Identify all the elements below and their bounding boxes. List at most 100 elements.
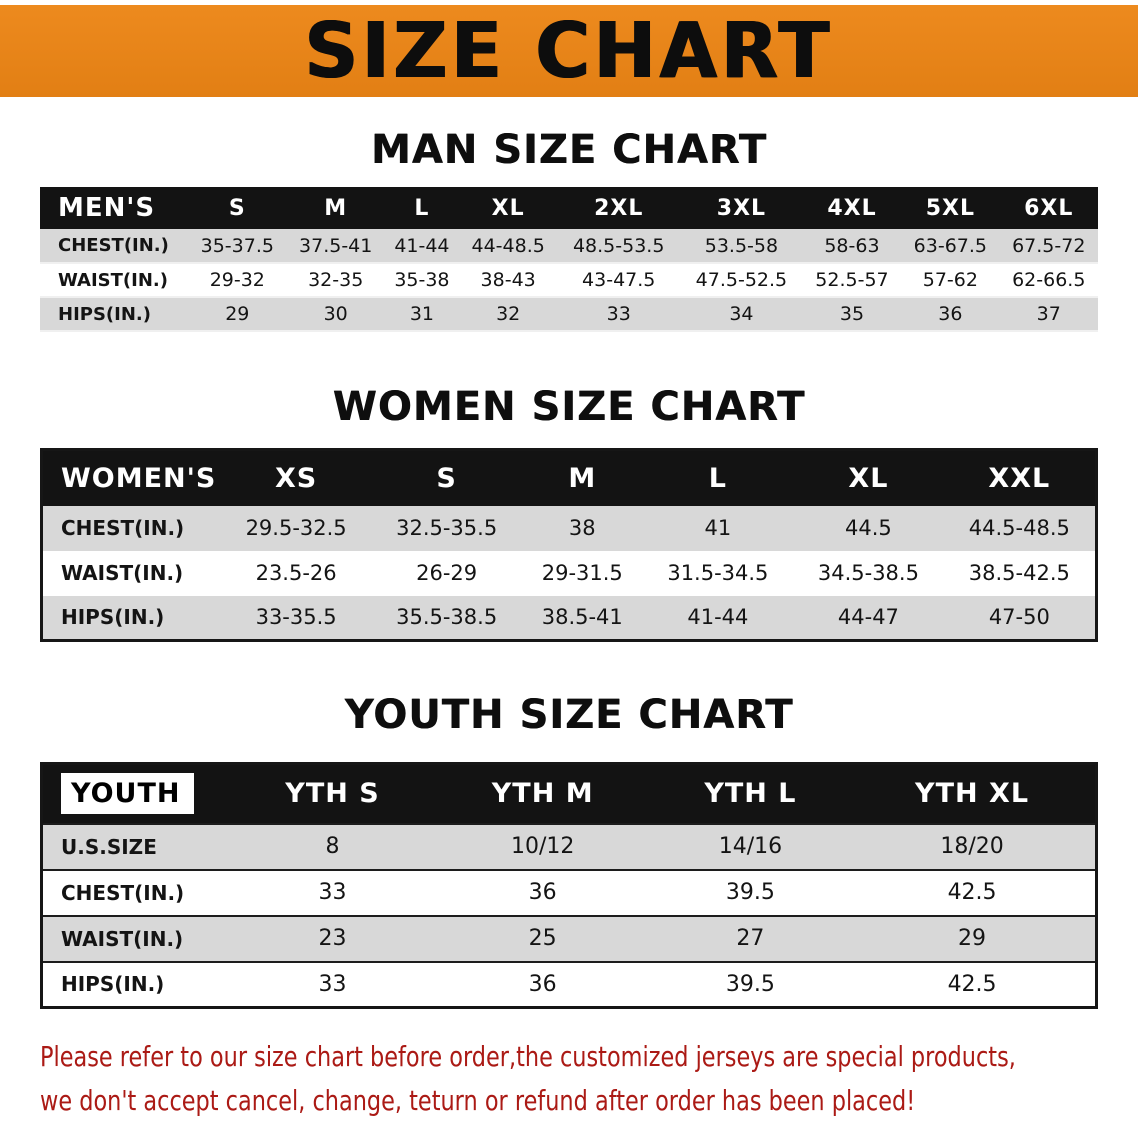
measure-value-cell: 47.5-52.5 [695,269,788,291]
measure-value-cell: 32-35 [308,269,364,291]
measure-row: HIPS(IN.) 33 36 39.5 42.5 [41,961,1097,1008]
measure-value-cell: 33 [606,303,631,325]
measure-value-cell: 29 [958,926,987,951]
measure-value-cell: 39.5 [725,880,775,905]
measure-value-cell: 29-31.5 [541,561,623,585]
measure-value-cell: 57-62 [922,269,978,291]
youth-table-wrap: YOUTH YTH S YTH M YTH L YTH XL U.S.SIZE 8 10/12… [0,762,1138,1009]
disclaimer-line-1: Please refer to our size chart before or… [40,1040,1016,1073]
measure-value-cell: 25 [528,926,557,951]
measure-value-cell: 23.5-26 [255,561,337,585]
measure-row: CHEST(IN.) 33 36 39.5 42.5 [41,869,1097,916]
measure-value-cell: 10/12 [510,834,575,859]
measure-value-cell: 41-44 [687,605,749,630]
measure-row: CHEST(IN.) 35-37.5 37.5-41 41-44 44-48.5 48.5… [40,229,1098,263]
size-header-cell: 4XL [827,195,877,221]
measure-value-cell: 36 [938,303,963,325]
table-header: WOMEN'S XS S M L XL XXL [41,449,1097,506]
measure-value-cell: 42.5 [947,971,997,997]
size-header-cell: XL [848,462,889,494]
measure-row: HIPS(IN.) 33-35.5 35.5-38.5 38.5-41 41-44 44-… [41,595,1097,641]
size-header-cell: S [228,195,246,221]
measure-value-cell: 31 [409,303,435,325]
measure-value-cell: 63-67.5 [913,234,988,257]
table-body: U.S.SIZE 8 10/12 14/16 18/20 CHEST(IN.) 33 36 39… [41,823,1097,1008]
measure-row: WAIST(IN.) 29-32 32-35 35-38 38-43 43-47.5 47.… [40,263,1098,297]
measure-value-cell: 44-47 [837,605,899,630]
measure-value-cell: 44-48.5 [471,234,545,257]
measure-value-cell: 48.5-53.5 [572,234,665,257]
size-header-cell: XS [274,462,318,494]
measure-value-cell: 35-37.5 [200,234,274,257]
youth-section-heading: YOUTH SIZE CHART [344,692,794,738]
women-table-wrap: WOMEN'S XS S M L XL XXL CHEST(IN.) 29.5-32.5 32.5… [0,448,1138,642]
size-header-row: MEN'S S M L XL 2XL 3XL 4XL 5XL 6XL [40,187,1098,229]
size-header-cell: M [324,195,348,221]
measure-value-cell: 38-43 [480,269,536,291]
measure-label-cell: HIPS(IN.) [61,972,165,997]
size-header-cell: YTH S [285,778,380,810]
measure-label-cell: U.S.SIZE [61,834,157,859]
table-title-cell: WOMEN'S [42,450,221,506]
youth-section: YOUTH SIZE CHART YOUTH YTH S YTH M YTH L YTH… [0,692,1138,1009]
measure-value-cell: 58-63 [824,234,880,257]
table-title-cell: YOUTH [42,764,232,824]
measure-value-cell: 38.5-41 [541,605,623,630]
measure-value-cell: 41-44 [394,234,450,257]
measure-label-cell: CHEST(IN.) [61,880,185,905]
measure-value-cell: 34 [729,303,754,325]
size-header-row: WOMEN'S XS S M L XL XXL [41,449,1097,506]
measure-label-cell: HIPS(IN.) [61,605,165,630]
measure-value-cell: 62-66.5 [1012,269,1086,291]
measure-value-cell: 30 [323,303,348,325]
measure-value-cell: 18/20 [940,834,1004,859]
measure-value-cell: 37 [1036,303,1061,325]
measure-value-cell: 29.5-32.5 [245,516,347,540]
measure-value-cell: 35-38 [394,269,450,291]
measure-value-cell: 34.5-38.5 [817,561,919,585]
measure-label-cell: WAIST(IN.) [61,561,184,585]
measure-value-cell: 67.5-72 [1012,234,1086,257]
measure-value-cell: 14/16 [718,834,783,859]
measure-value-cell: 43-47.5 [582,269,656,291]
measure-value-cell: 38 [568,516,596,540]
size-header-cell: YTH XL [915,778,1030,810]
men-section: MAN SIZE CHART MEN'S S M L XL 2XL 3XL 4XL 5XL 6XL… [0,127,1138,332]
measure-value-cell: 23 [318,926,347,951]
disclaimer-line-2: we don't accept cancel, change, teturn o… [40,1084,916,1117]
measure-value-cell: 29-32 [209,269,265,291]
disclaimer: Please refer to our size chart before or… [40,1035,1138,1123]
table-body: CHEST(IN.) 35-37.5 37.5-41 41-44 44-48.5 48.5… [40,229,1098,331]
women-size-table: WOMEN'S XS S M L XL XXL CHEST(IN.) 29.5-32.5 32.5… [40,448,1098,642]
measure-value-cell: 27 [736,926,765,951]
measure-value-cell: 38.5-42.5 [968,561,1070,585]
measure-value-cell: 44.5 [845,516,892,540]
measure-label-cell: WAIST(IN.) [61,926,184,951]
size-header-cell: L [708,462,727,494]
measure-value-cell: 41 [704,516,732,540]
measure-row: HIPS(IN.) 29 30 31 32 33 34 35 36 37 [40,297,1098,331]
measure-value-cell: 36 [528,971,557,997]
measure-value-cell: 32 [496,303,521,325]
measure-value-cell: 33 [318,880,347,905]
measure-value-cell: 33 [318,971,347,997]
measure-value-cell: 39.5 [725,971,775,997]
size-header-cell: 2XL [594,195,644,221]
measure-row: U.S.SIZE 8 10/12 14/16 18/20 [41,823,1097,870]
measure-value-cell: 35 [839,303,865,325]
size-header-row: YOUTH YTH S YTH M YTH L YTH XL [41,763,1097,824]
measure-value-cell: 31.5-34.5 [667,561,769,585]
size-header-cell: S [436,462,457,494]
table-header: MEN'S S M L XL 2XL 3XL 4XL 5XL 6XL [40,187,1098,229]
youth-size-table: YOUTH YTH S YTH M YTH L YTH XL U.S.SIZE 8 10/12… [40,762,1098,1009]
measure-value-cell: 52.5-57 [815,269,889,291]
women-section: WOMEN SIZE CHART WOMEN'S XS S M L XL XXL CHEST(… [0,384,1138,642]
size-header-cell: 3XL [716,195,767,221]
measure-value-cell: 26-29 [416,561,478,585]
size-header-cell: XXL [988,462,1051,494]
measure-row: WAIST(IN.) 23 25 27 29 [41,915,1097,962]
measure-row: WAIST(IN.) 23.5-26 26-29 29-31.5 31.5-34.5 34… [42,551,1097,596]
measure-value-cell: 36 [528,880,557,905]
measure-value-cell: 32.5-35.5 [396,516,498,540]
